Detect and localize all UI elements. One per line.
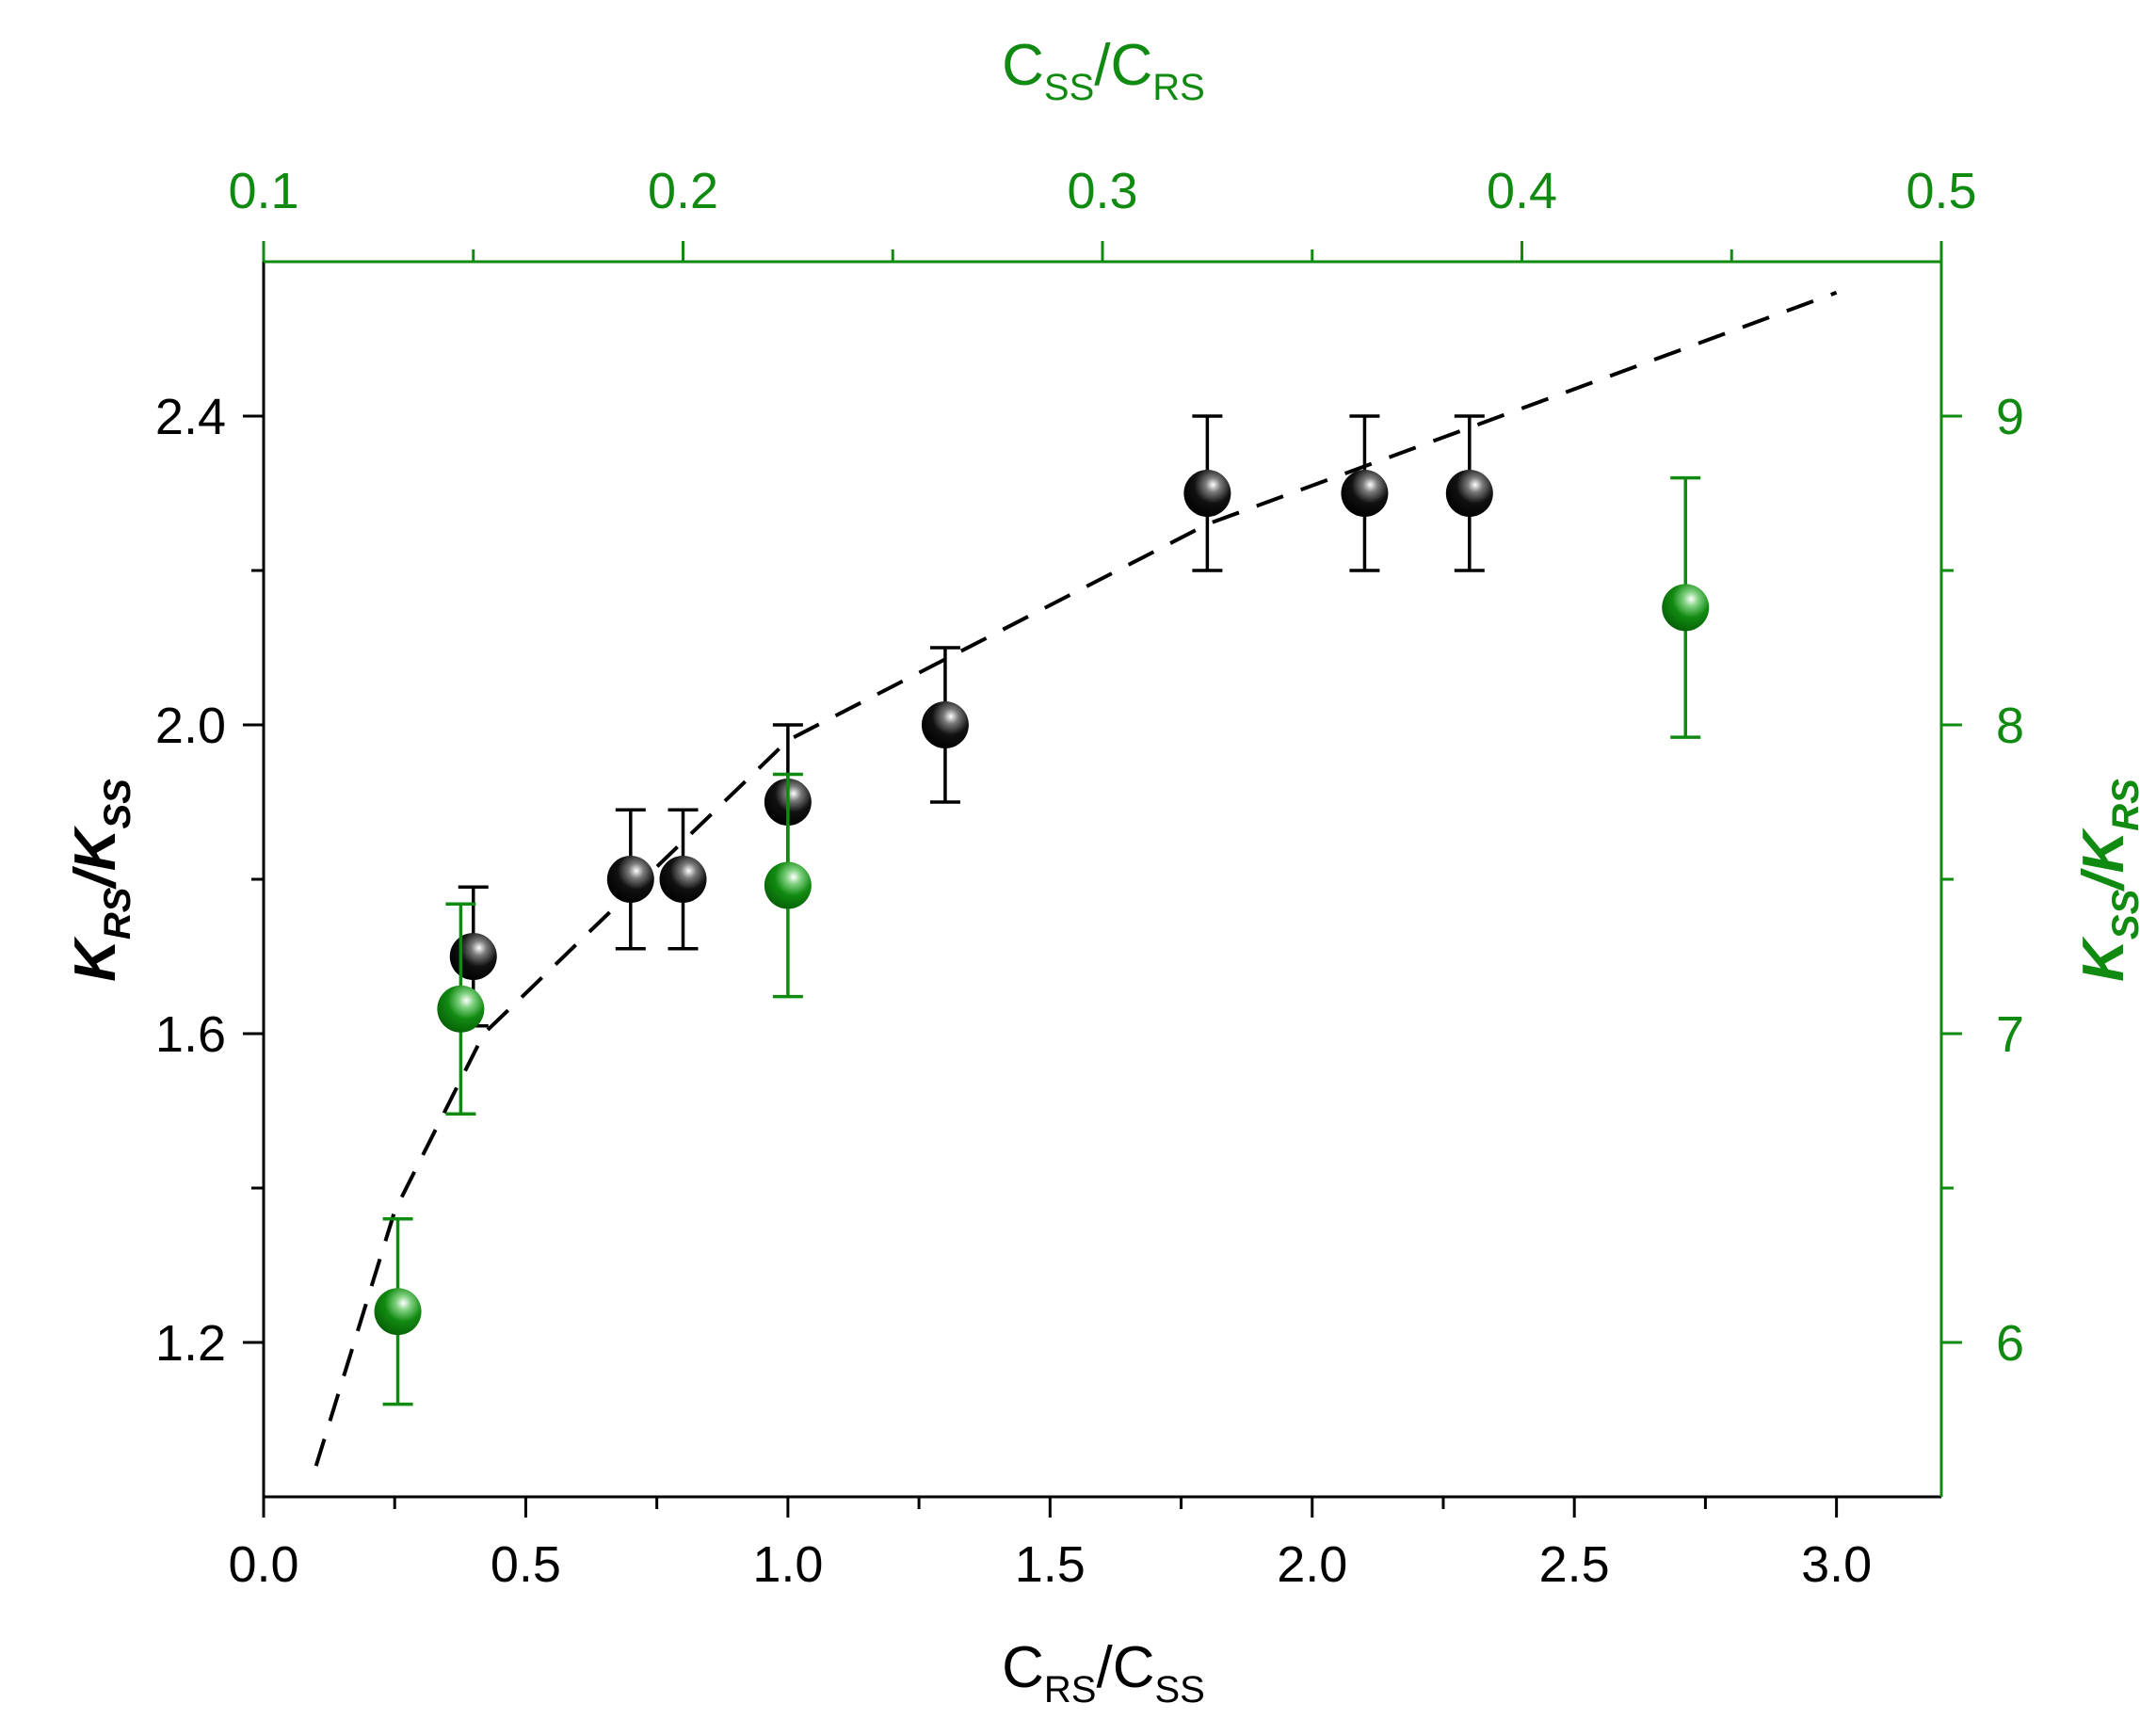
x-top-axis-title: CSS/CRS [1002,33,1205,108]
x-bottom-tick-label: 2.0 [1277,1536,1347,1593]
x-bottom-tick-label: 2.5 [1539,1536,1610,1593]
x-bottom-axis-title: CRS/CSS [1002,1635,1205,1711]
black-data-point [659,856,707,903]
y-left-tick-label: 1.6 [155,1006,226,1063]
fit-curve [314,290,1838,1467]
x-top-tick-label: 0.3 [1067,163,1137,219]
black-data-point [1183,470,1231,517]
y-right-axis-title: KSS/KRS [2071,779,2147,982]
green-data-point [374,1288,422,1336]
x-bottom-tick-label: 1.0 [752,1536,823,1593]
dashed-fit-line [314,290,1838,1467]
y-left-tick-label: 2.0 [155,698,226,754]
data-points [374,414,1710,1406]
black-data-point [1341,470,1389,517]
x-top-tick-label: 0.1 [228,163,298,219]
y-left-axis-title: KRS/KSS [63,779,138,982]
y-left-tick-label: 1.2 [155,1315,226,1372]
x-top-tick-label: 0.5 [1906,163,1976,219]
black-data-point [921,701,969,748]
x-bottom-tick-label: 3.0 [1801,1536,1872,1593]
y-right-tick-label: 8 [1996,698,2024,754]
x-bottom-tick-label: 0.5 [491,1536,561,1593]
black-data-point [1445,470,1493,517]
tick-labels: 0.0 0.5 1.0 1.5 2.0 2.5 3.0 1.2 1.6 2.0 2.4 0.1 0.2 0… [155,163,2024,1593]
black-data-point [449,933,497,980]
x-top-tick-label: 0.4 [1487,163,1557,219]
y-right-tick-label: 6 [1996,1315,2024,1372]
x-top-tick-label: 0.2 [648,163,718,219]
y-right-tick-label: 9 [1996,389,2024,445]
green-data-point [437,985,485,1033]
y-left-tick-label: 2.4 [155,389,226,445]
tick-marks [243,241,1962,1518]
black-data-point [606,856,654,903]
x-bottom-tick-label: 0.0 [228,1536,298,1593]
green-data-point [1662,584,1710,632]
x-bottom-tick-label: 1.5 [1015,1536,1086,1593]
y-right-tick-label: 7 [1996,1006,2024,1063]
green-data-point [764,861,812,909]
